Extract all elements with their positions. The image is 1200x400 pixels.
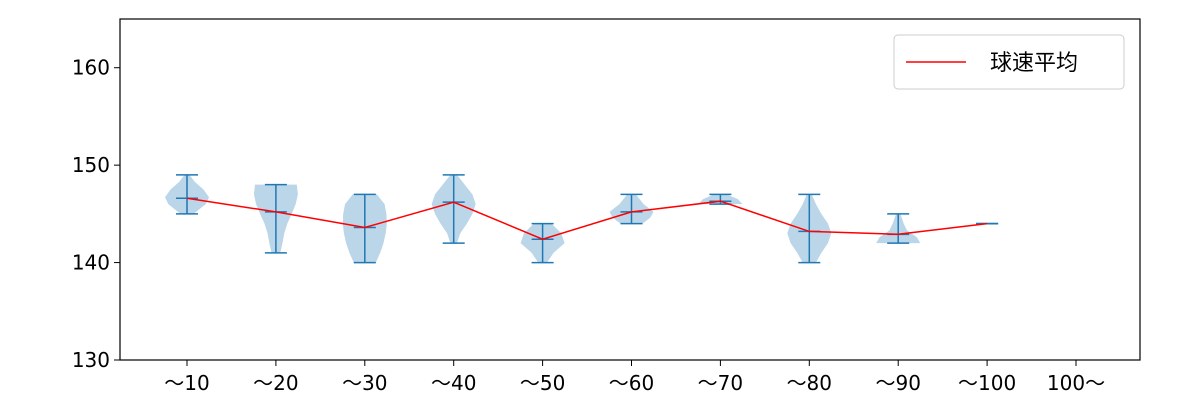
legend-box [893,34,1125,90]
y-tick-label-140: 140 [72,251,110,275]
x-tick-label-1: ～20 [253,371,298,395]
legend-label: 球速平均 [990,51,1078,76]
x-tick-label-5: ～60 [609,371,654,395]
x-tick-label-4: ～50 [520,371,565,395]
x-axis: ～10 ～20 ～30 ～40 ～50 ～60 ～70 ～80 ～90 ～100 100～ [164,360,1105,395]
x-tick-label-6: ～70 [698,371,743,395]
y-tick-label-160: 160 [72,56,110,80]
legend: 球速平均 [893,34,1125,90]
x-tick-label-2: ～30 [342,371,387,395]
mean-line-layer [186,197,988,240]
x-tick-label-3: ～40 [431,371,476,395]
y-tick-label-150: 150 [72,153,110,177]
plot-frame [119,18,1141,361]
mean-line [186,197,988,240]
x-tick-label-0: ～10 [164,371,209,395]
range-bar-layer [176,174,999,264]
x-tick-label-7: ～80 [787,371,832,395]
y-tick-label-130: 130 [72,348,110,372]
y-axis: 130 140 150 160 [72,56,120,372]
x-tick-label-9: ～100 [958,371,1016,395]
x-tick-label-8: ～90 [875,371,920,395]
x-tick-label-10: 100～ [1047,371,1105,395]
